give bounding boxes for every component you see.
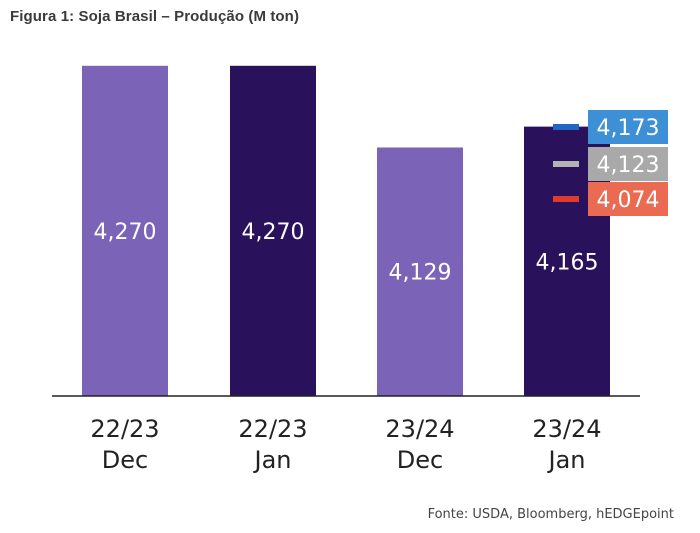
marker-box-2 xyxy=(588,147,668,181)
marker-box-3 xyxy=(588,182,668,216)
bars-group: 4,270 4,270 4,129 4,165 xyxy=(82,65,610,397)
source-note: Fonte: USDA, Bloomberg, hEDGEpoint xyxy=(427,507,674,522)
chart-title: Figura 1: Soja Brasil – Produção (M ton) xyxy=(10,8,300,25)
bar-value-label-3: 4,129 xyxy=(389,261,452,286)
category-labels: 22/23 Dec 22/23 Jan 23/24 Dec 23/24 Jan xyxy=(90,415,601,474)
category-label-3-line2: Dec xyxy=(397,446,443,474)
marker-label-1: 4,173 xyxy=(597,116,660,141)
category-label-1-line2: Dec xyxy=(102,446,148,474)
bar-1 xyxy=(82,65,168,397)
category-label-4-line1: 23/24 xyxy=(532,415,601,443)
marker-label-3: 4,074 xyxy=(597,188,660,213)
bar-value-label-1: 4,270 xyxy=(94,220,157,245)
marker-label-2: 4,123 xyxy=(597,153,660,178)
marker-box-1 xyxy=(588,110,668,144)
bar-3 xyxy=(377,147,463,396)
markers-group: 4,173 4,123 4,074 xyxy=(553,110,668,216)
marker-tick-2 xyxy=(553,161,579,167)
category-label-4-line2: Jan xyxy=(547,446,586,474)
marker-tick-1 xyxy=(553,124,579,130)
bar-value-label-2: 4,270 xyxy=(242,220,305,245)
category-label-2-line1: 22/23 xyxy=(238,415,307,443)
bar-2 xyxy=(230,65,316,397)
category-label-2-line2: Jan xyxy=(253,446,292,474)
marker-tick-3 xyxy=(553,196,579,202)
category-label-1-line1: 22/23 xyxy=(90,415,159,443)
category-label-3-line1: 23/24 xyxy=(385,415,454,443)
bar-value-label-4: 4,165 xyxy=(536,250,599,275)
